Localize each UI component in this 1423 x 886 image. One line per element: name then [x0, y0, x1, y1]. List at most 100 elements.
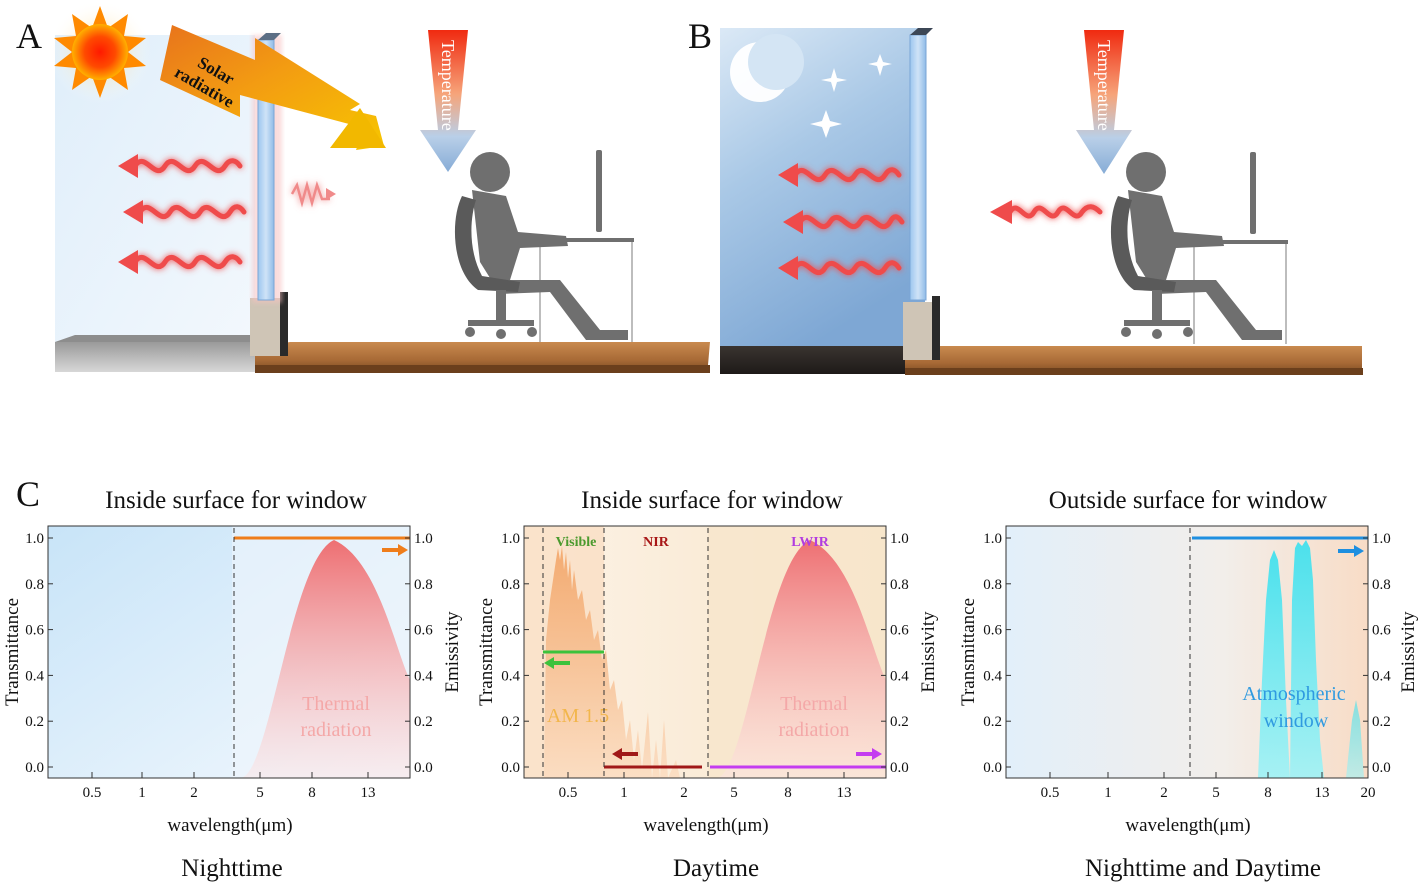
chart-1-ticks: 0.0 0.0 0.2 0.2 0.4 0.4 0.6 0.6 0.8 0.8 1.0 1.0 0.5 1…	[25, 531, 433, 801]
chart-2-band-lwir: LWIR	[791, 535, 830, 550]
chart-3-frame	[1005, 525, 1369, 779]
chart-3-right-arrow	[1338, 545, 1364, 557]
x-tick-label: 5	[730, 785, 738, 801]
chart-2-annotation-am: AM 1.5	[547, 705, 609, 727]
y-tick-label-right: 0.0	[1372, 760, 1391, 776]
person-at-desk-a	[454, 150, 634, 342]
chart-2-thermal-radiation-area	[716, 540, 886, 778]
y-tick-label-right: 0.0	[890, 760, 909, 776]
chart-1-right-arrow	[382, 544, 408, 556]
chart-2-left-arrow-darkred	[612, 748, 638, 760]
chart-1-nighttime-inside: Inside surface for window Thermal radiat…	[2, 487, 463, 882]
temperature-arrow-a	[420, 30, 476, 172]
y-tick-label-left: 0.0	[983, 760, 1002, 776]
chart-2-right-arrow-magenta	[856, 748, 882, 760]
y-tick-label-right: 1.0	[414, 531, 433, 547]
y-tick-label-left: 0.0	[501, 760, 520, 776]
x-tick-label: 2	[190, 785, 198, 801]
chart-3-ticks: 0.0 0.0 0.2 0.2 0.4 0.4 0.6 0.6 0.8 0.8 1.0 1.0 0.5 1…	[983, 531, 1391, 801]
chart-2-daytime-inside: Inside surface for window AM 1.5 Thermal…	[476, 487, 939, 882]
chart-3-atm-peak-3	[1346, 700, 1364, 778]
y-tick-label-right: 0.8	[890, 577, 909, 593]
x-tick-label: 1	[620, 785, 628, 801]
chart-2-ylabel-right: Emissivity	[918, 611, 939, 693]
x-tick-label: 1	[138, 785, 146, 801]
floor-edge	[255, 365, 710, 373]
solar-radiative-arrow	[160, 25, 386, 150]
chart-1-xlabel: wavelength(μm)	[167, 815, 292, 836]
moon-icon	[730, 34, 804, 102]
chart-3-subtitle: Nighttime and Daytime	[1085, 855, 1321, 882]
chart-3-annotation-line1: Atmospheric	[1242, 683, 1345, 705]
x-tick-label: 1	[1104, 785, 1112, 801]
chart-2-band-visible: Visible	[556, 535, 597, 550]
y-tick-label-left: 0.2	[501, 714, 520, 730]
chart-2-ticks: 0.0 0.0 0.2 0.2 0.4 0.4 0.6 0.6 0.8 0.8 1.0 1.0 0.5 1…	[501, 531, 909, 801]
chart-3-ylabel-left: Transmittance	[958, 598, 979, 706]
y-tick-label-left: 0.4	[983, 668, 1002, 684]
wooden-floor-b	[905, 346, 1362, 374]
wall-base-shade	[280, 292, 288, 356]
chart-2-band-nir: NIR	[643, 535, 670, 550]
chart-2-frame	[523, 525, 887, 779]
chart-2-left-arrow-green	[544, 657, 570, 669]
wall-base-b	[903, 302, 933, 360]
chart-2-am15-spectrum	[544, 546, 680, 778]
y-tick-label-right: 0.8	[414, 577, 433, 593]
chart-1-thermal-radiation-area	[240, 540, 410, 778]
x-tick-label: 8	[784, 785, 792, 801]
panel-b-letter: B	[688, 16, 712, 56]
y-tick-label-left: 0.2	[983, 714, 1002, 730]
y-tick-label-left: 1.0	[25, 531, 44, 547]
chart-1-annotation-line1: Thermal	[302, 693, 370, 715]
chart-1-ylabel-left: Transmittance	[2, 598, 23, 706]
y-tick-label-right: 0.6	[890, 623, 909, 639]
x-tick-label: 5	[1212, 785, 1220, 801]
wall-base	[250, 298, 280, 356]
chart-3-atm-peak-2	[1290, 540, 1324, 778]
window-glass-b	[909, 34, 927, 301]
y-tick-label-right: 0.8	[1372, 577, 1391, 593]
x-tick-label: 0.5	[83, 785, 102, 801]
outdoor-ground	[55, 342, 255, 372]
chart-2-annotation-line2: radiation	[778, 719, 849, 741]
x-tick-label: 13	[1315, 785, 1330, 801]
y-tick-label-left: 0.6	[25, 623, 44, 639]
person-at-desk-b	[1110, 152, 1288, 344]
small-wave-arrow-a	[290, 180, 330, 208]
chart-3-annotation-line2: window	[1264, 710, 1329, 732]
y-tick-label-right: 0.4	[890, 668, 909, 684]
chart-1-frame	[47, 525, 411, 779]
y-tick-label-left: 0.6	[501, 623, 520, 639]
y-tick-label-left: 0.4	[25, 668, 44, 684]
y-tick-label-right: 0.0	[414, 760, 433, 776]
temperature-label-a: Temperature	[438, 40, 458, 131]
chart-3-xlabel: wavelength(μm)	[1125, 815, 1250, 836]
x-tick-label: 20	[1361, 785, 1376, 801]
x-tick-label: 0.5	[1041, 785, 1060, 801]
y-tick-label-right: 0.2	[414, 714, 433, 730]
panel-a: A Solar radiative	[16, 0, 710, 373]
window-top	[258, 33, 281, 40]
chart-3-outside: Outside surface for window Atmospheric w…	[958, 487, 1419, 882]
chart-1-annotation-line2: radiation	[300, 719, 371, 741]
chart-1-subtitle: Nighttime	[181, 855, 282, 882]
chart-2-ylabel-left: Transmittance	[476, 598, 497, 706]
chart-1-title: Inside surface for window	[105, 487, 367, 514]
radiation-wave-arrows-outward-a	[132, 158, 247, 270]
x-tick-label: 8	[308, 785, 316, 801]
x-tick-label: 8	[1264, 785, 1272, 801]
y-tick-label-left: 0.8	[983, 577, 1002, 593]
y-tick-label-left: 1.0	[983, 531, 1002, 547]
chart-2-title: Inside surface for window	[581, 487, 843, 514]
y-tick-label-right: 0.6	[414, 623, 433, 639]
x-tick-label: 13	[837, 785, 852, 801]
y-tick-label-left: 0.8	[501, 577, 520, 593]
night-ground	[720, 346, 910, 374]
radiation-arrowheads-a	[118, 154, 143, 274]
y-tick-label-right: 0.4	[414, 668, 433, 684]
sun-icon	[54, 6, 146, 98]
star-icons	[810, 54, 892, 138]
y-tick-label-left: 1.0	[501, 531, 520, 547]
